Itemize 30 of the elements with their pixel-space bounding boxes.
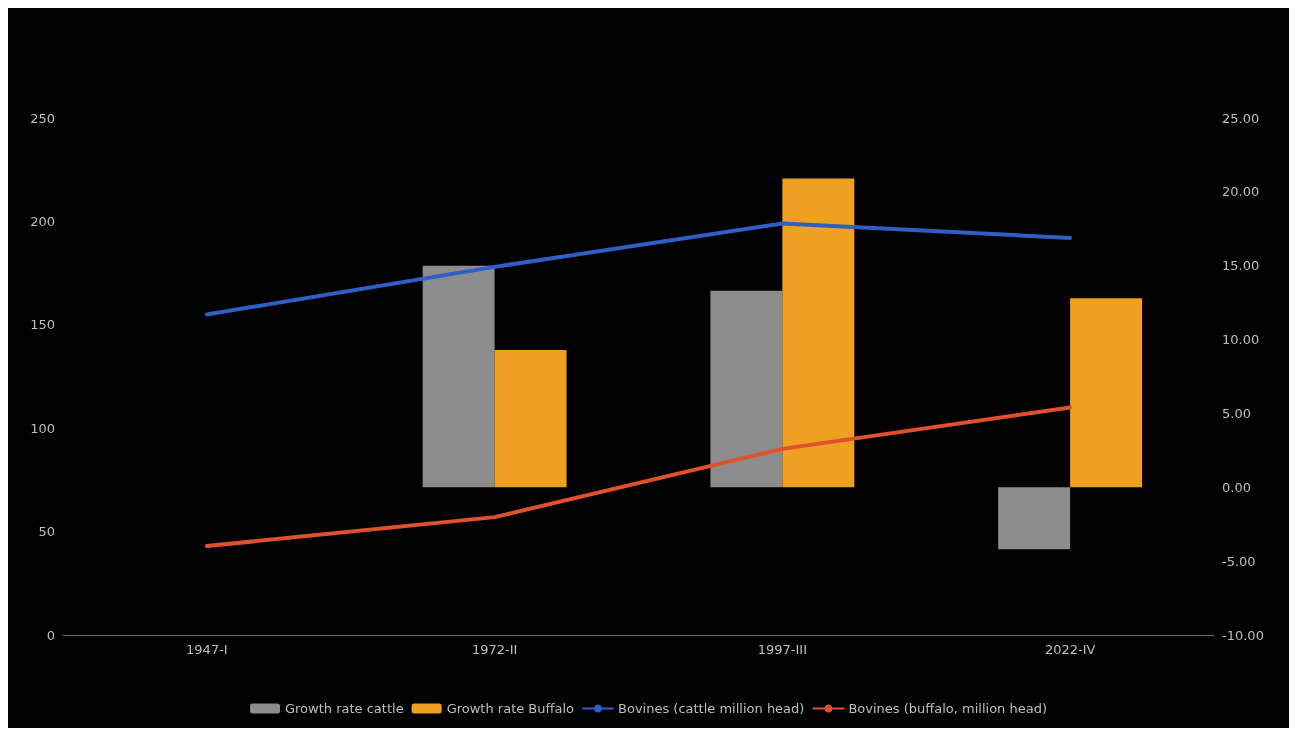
legend-label: Bovines (cattle million head) xyxy=(618,701,805,716)
y2-tick-label: -10.00 xyxy=(1222,627,1264,643)
y2-tick-label: 20.00 xyxy=(1222,184,1260,200)
y2-tick-label: 5.00 xyxy=(1222,405,1251,421)
x-tick-label: 2022-IV xyxy=(1044,642,1096,657)
bar xyxy=(782,178,855,488)
legend-label: Bovines (buffalo, million head) xyxy=(848,701,1048,716)
bar xyxy=(494,349,567,488)
y2-tick-label: 0.00 xyxy=(1222,479,1251,495)
legend-label: Growth rate Buffalo xyxy=(446,701,575,716)
line-series xyxy=(204,221,1073,317)
y-tick-label: 100 xyxy=(30,420,55,436)
y-tick-label: 150 xyxy=(30,317,55,333)
y-tick-label: 200 xyxy=(30,213,55,229)
bar xyxy=(998,487,1071,550)
x-tick-label: 1997-III xyxy=(757,642,808,657)
bar xyxy=(1070,298,1143,488)
y-tick-label: 0 xyxy=(46,627,55,643)
y-tick-label: 250 xyxy=(30,110,55,126)
y-tick-label: 50 xyxy=(38,524,55,540)
y2-tick-label: 10.00 xyxy=(1222,332,1260,348)
legend-label: Growth rate cattle xyxy=(284,701,404,716)
y2-tick-label: 15.00 xyxy=(1222,258,1260,274)
y2-tick-label: 25.00 xyxy=(1222,110,1260,126)
x-tick-label: 1947-I xyxy=(186,642,228,657)
bar xyxy=(710,290,783,488)
line-series xyxy=(204,405,1073,549)
bar xyxy=(422,265,495,488)
y2-tick-label: -5.00 xyxy=(1222,553,1256,569)
x-tick-label: 1972-II xyxy=(471,642,518,657)
